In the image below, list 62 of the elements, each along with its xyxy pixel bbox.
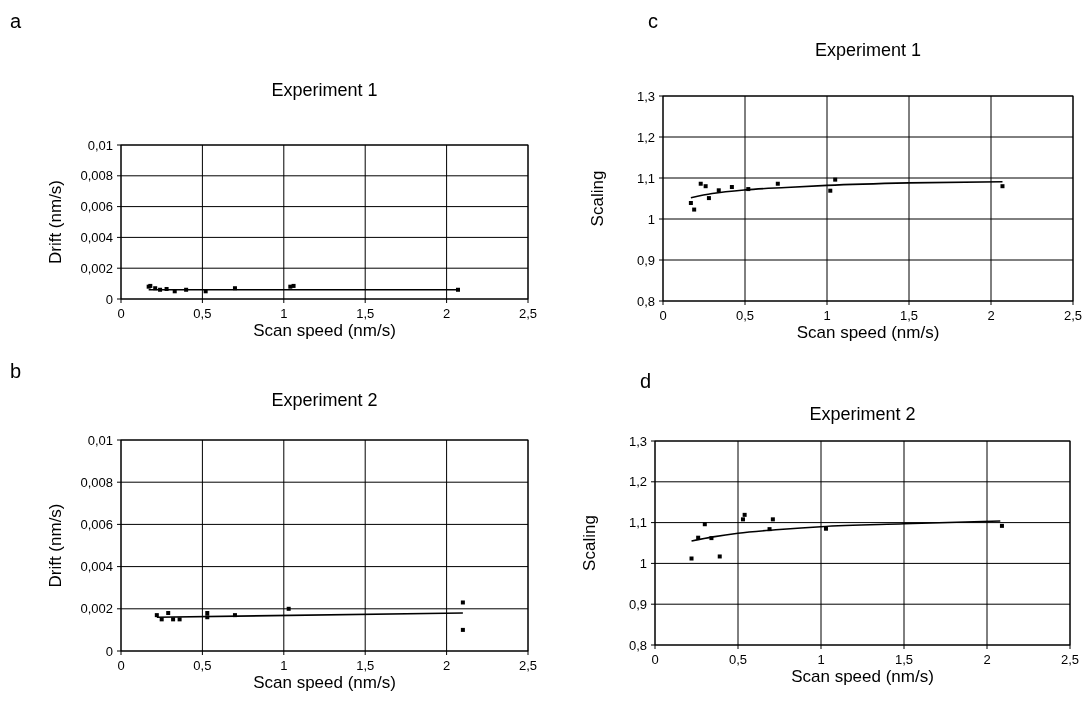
x-tick-label: 2 bbox=[987, 308, 995, 323]
text: c bbox=[648, 10, 658, 32]
x-tick-label: 1,5 bbox=[356, 306, 375, 321]
chart-title: Experiment 2 bbox=[809, 404, 916, 424]
x-tick-label: 1 bbox=[817, 652, 825, 667]
y-tick-label: 1,2 bbox=[636, 129, 655, 145]
x-tick-label: 0,5 bbox=[193, 306, 212, 321]
x-tick-label: 0,5 bbox=[728, 652, 748, 667]
x-axis-title: Scan speed (nm/s) bbox=[791, 667, 934, 686]
y-tick-label: 0,9 bbox=[628, 596, 647, 612]
y-tick-label: 1,1 bbox=[628, 515, 647, 531]
x-tick-label: 2,5 bbox=[518, 306, 538, 321]
y-tick-label: 0,006 bbox=[80, 516, 113, 532]
chart-title: Experiment 1 bbox=[271, 80, 378, 100]
x-tick-label: 1 bbox=[280, 306, 288, 321]
x-tick-label: 0 bbox=[117, 306, 125, 321]
y-tick-label: 0,008 bbox=[80, 474, 113, 490]
x-tick-label: 1,5 bbox=[899, 308, 919, 323]
y-tick-label: 0,006 bbox=[80, 199, 113, 215]
y-tick-label: 0 bbox=[105, 291, 113, 307]
y-tick-label: 0,008 bbox=[80, 168, 113, 184]
chart-title: Experiment 2 bbox=[271, 390, 378, 410]
x-tick-label: 0,5 bbox=[193, 658, 212, 673]
chart-title: Experiment 1 bbox=[814, 40, 922, 60]
y-tick-label: 0,002 bbox=[80, 601, 113, 617]
y-axis-title: Scaling bbox=[588, 170, 607, 227]
y-axis-title: Drift (nm/s) bbox=[46, 179, 65, 265]
y-tick-label: 0,004 bbox=[80, 229, 113, 245]
y-tick-label: 0,002 bbox=[80, 260, 113, 276]
x-axis-title: Scan speed (nm/s) bbox=[796, 323, 940, 342]
x-tick-label: 2,5 bbox=[518, 658, 538, 673]
y-axis-title: Scaling bbox=[580, 515, 599, 571]
y-tick-label: 0,8 bbox=[636, 293, 655, 309]
x-tick-label: 1 bbox=[823, 308, 831, 323]
y-tick-label: 1 bbox=[647, 211, 655, 227]
x-tick-label: 0 bbox=[117, 658, 125, 673]
x-tick-label: 2 bbox=[983, 652, 991, 667]
text: a bbox=[10, 10, 22, 32]
x-tick-label: 0 bbox=[659, 308, 667, 323]
x-tick-label: 1 bbox=[280, 658, 288, 673]
y-tick-label: 1 bbox=[639, 555, 647, 571]
x-tick-label: 2,5 bbox=[1063, 308, 1083, 323]
y-tick-label: 1,3 bbox=[628, 433, 647, 449]
x-tick-label: 1,5 bbox=[894, 652, 914, 667]
text: d bbox=[640, 370, 652, 392]
y-tick-label: 1,2 bbox=[628, 474, 647, 490]
x-tick-label: 1,5 bbox=[356, 658, 375, 673]
y-tick-label: 0,01 bbox=[87, 137, 113, 153]
x-axis-title: Scan speed (nm/s) bbox=[253, 321, 396, 340]
x-axis-title: Scan speed (nm/s) bbox=[253, 673, 396, 692]
y-axis-title: Drift (nm/s) bbox=[46, 503, 65, 588]
text: b bbox=[10, 360, 22, 382]
x-tick-label: 0,5 bbox=[735, 308, 755, 323]
y-tick-label: 0,004 bbox=[80, 559, 113, 575]
x-tick-label: 2,5 bbox=[1060, 652, 1080, 667]
y-tick-label: 1,3 bbox=[636, 88, 655, 104]
y-tick-label: 0,9 bbox=[636, 252, 655, 268]
y-tick-label: 0,8 bbox=[628, 637, 647, 653]
y-tick-label: 0,01 bbox=[87, 432, 113, 448]
x-tick-label: 2 bbox=[442, 658, 451, 673]
y-tick-label: 1,1 bbox=[636, 170, 655, 186]
x-tick-label: 2 bbox=[442, 306, 451, 321]
